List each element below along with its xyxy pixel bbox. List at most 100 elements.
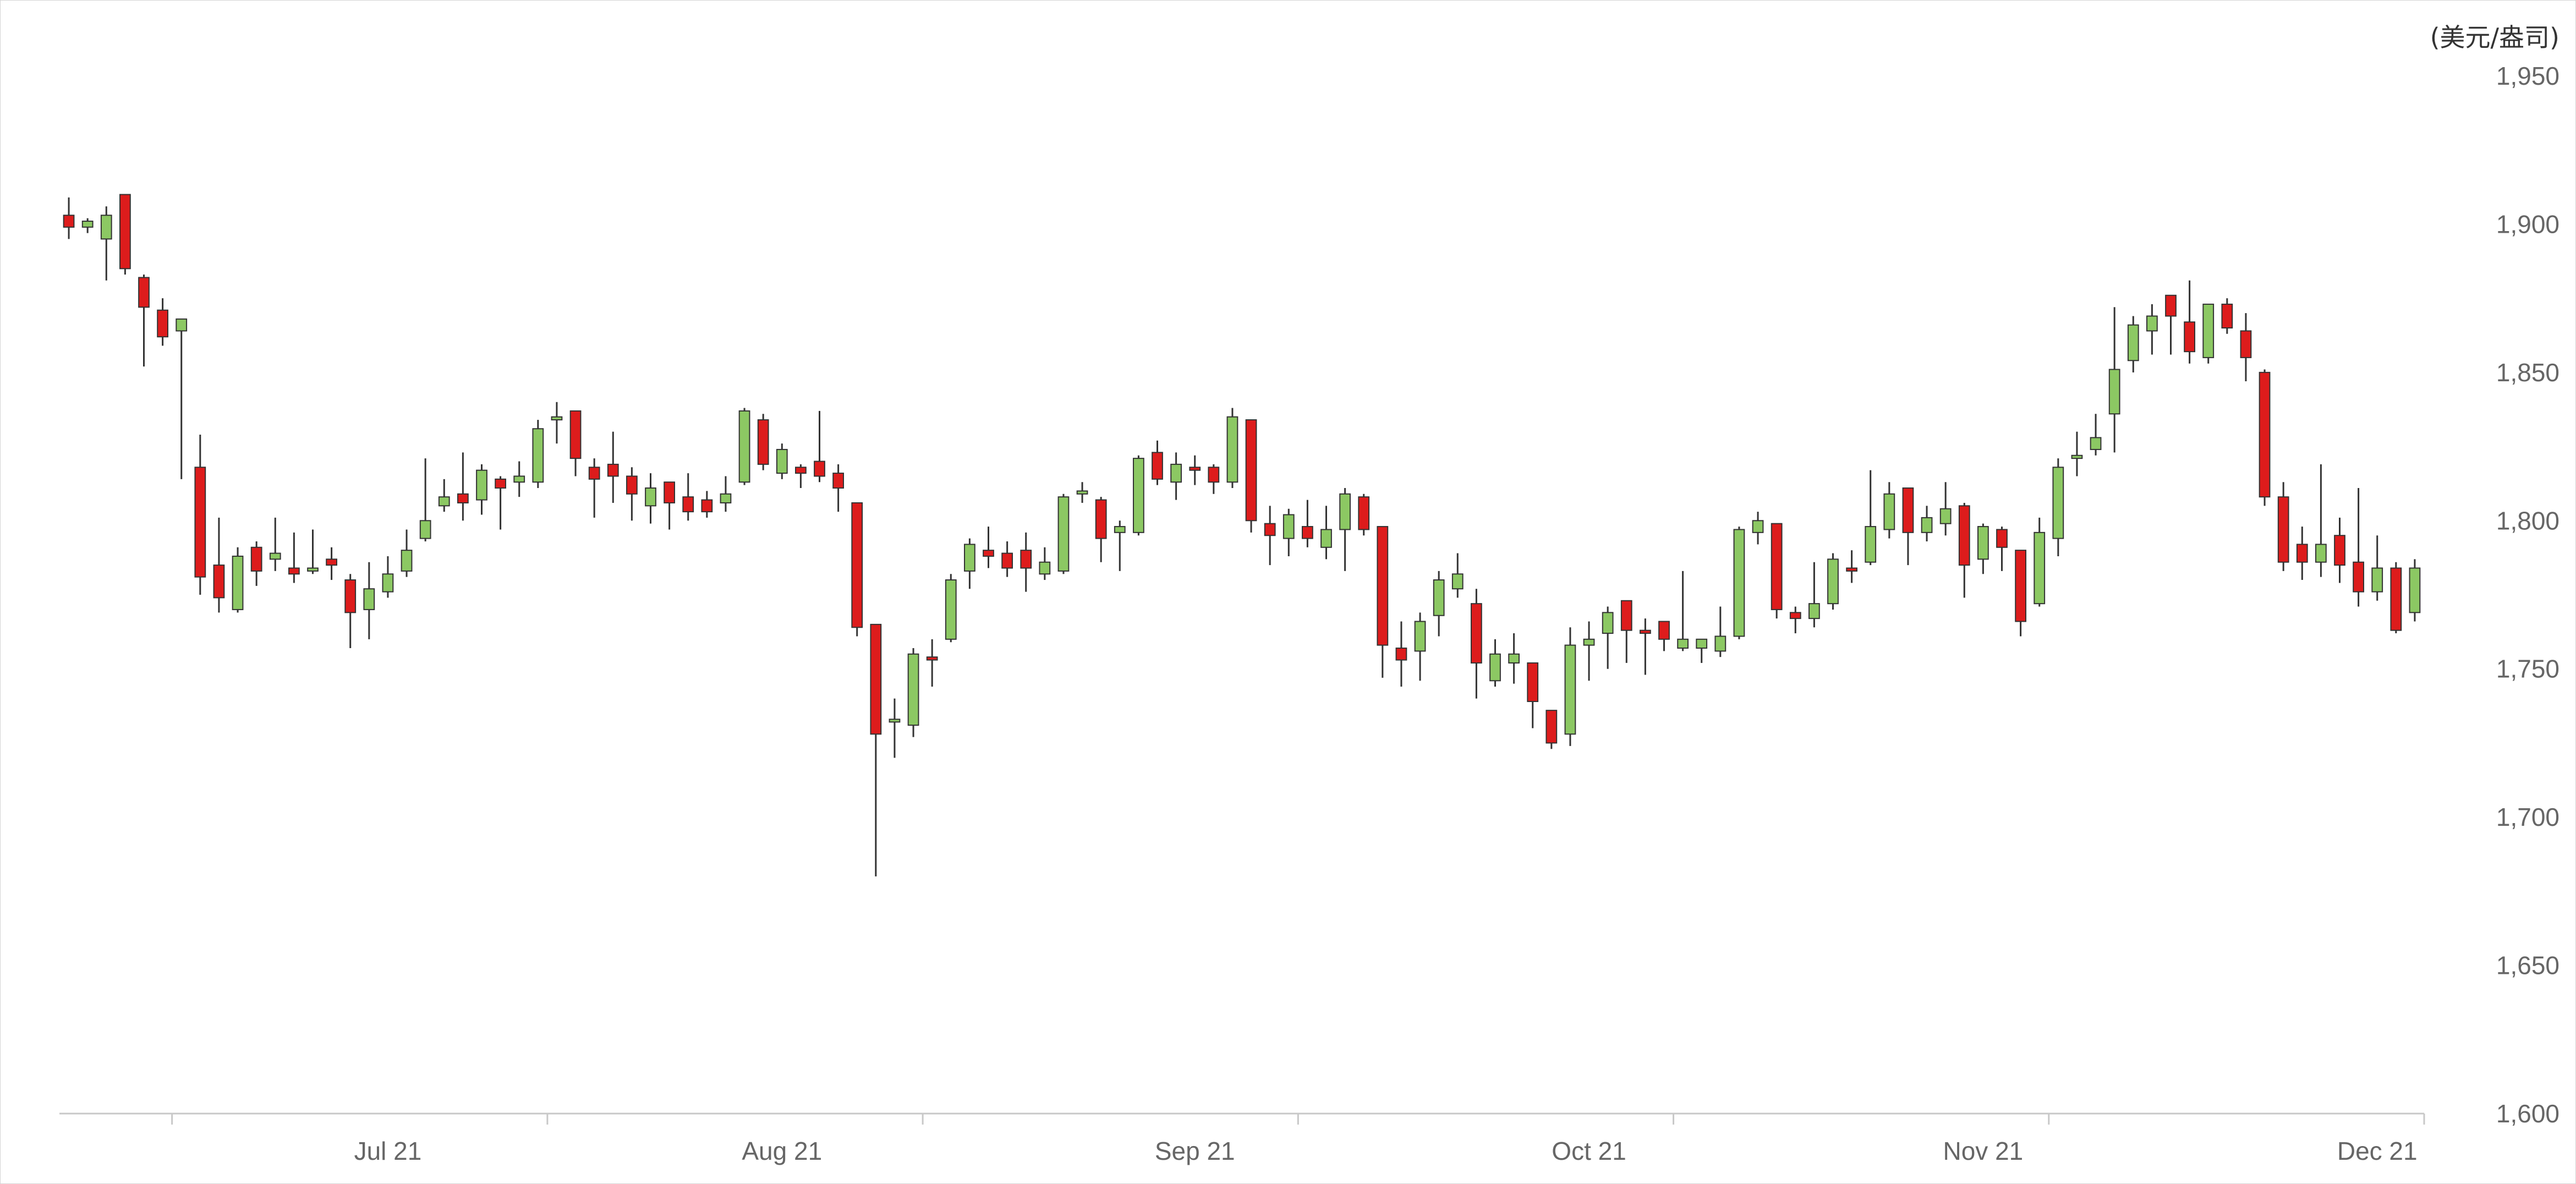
candle-up [1451,553,1464,598]
candle-body [194,467,206,578]
candle-body [1902,487,1914,533]
candle-body [1883,493,1895,530]
x-axis: Jul 21 Aug 21 Sep 21 Oct 21 Nov 21 Dec 21 [59,1112,2425,1165]
candle-body [232,555,244,610]
candle-series [63,194,2421,876]
candle-up [2090,414,2102,456]
candle-body [1640,629,1651,634]
candle-up [2052,458,2064,556]
candle-body [1114,526,1126,533]
candle-up [382,556,394,598]
candle-down [926,639,938,687]
candle-body [2015,550,2026,622]
candle-up [1414,612,1426,681]
candle-body [1921,517,1933,533]
candle-body [964,544,975,572]
candle-body [907,653,919,726]
candle-body [1020,550,1032,569]
candle-up [363,562,375,639]
candle-up [1076,482,1088,503]
candle-up [1282,508,1295,556]
candle-body [1564,644,1576,735]
candle-up [1808,562,1820,628]
candle-up [419,458,431,542]
candle-down [682,473,694,521]
candle-body [569,410,582,459]
candle-body [476,469,487,501]
candle-body [1170,463,1182,483]
candle-body [2165,294,2177,317]
candle-body [851,502,863,628]
candle-down [495,476,506,530]
candle-up [907,648,919,737]
candle-body [1039,561,1051,575]
candle-body [1302,526,1313,539]
x-tick-label: Nov 21 [1943,1137,2024,1165]
candle-down [1245,419,1257,533]
candle-up [1170,452,1182,500]
candle-up [269,517,281,571]
candle-down [626,467,638,521]
candle-body [1752,520,1764,533]
x-tick-label: Jul 21 [354,1137,422,1165]
candle-body [832,473,844,489]
candle-body [1545,710,1558,744]
candle-up [2127,316,2139,372]
candle-body [1714,635,1727,652]
y-axis-tick-labels: 1,950 1,900 1,850 1,800 1,750 1,700 1,650 1,600 [2496,62,2559,1128]
candle-down [1264,506,1276,566]
candle-down [1527,662,1539,728]
candle-up [2034,517,2046,607]
candle-body [1789,612,1801,620]
candle-down [1545,710,1558,749]
candle-down [2334,517,2345,583]
candle-down [1471,589,1482,699]
candle-up [2202,303,2215,364]
candle-up [2315,464,2327,577]
candle-up [1977,523,1989,574]
candle-body [1827,558,1839,605]
candle-down [344,574,357,648]
candle-body [1133,458,1144,533]
candle-down [1189,455,1201,485]
candle-down [814,410,825,483]
candle-up [1883,482,1895,539]
candle-up [1696,638,1708,663]
candle-body [1245,419,1257,522]
candle-down [1395,621,1407,687]
candle-down [119,194,131,275]
candle-down [1771,523,1783,619]
candle-body [1208,467,1220,483]
candle-up [720,476,732,512]
y-tick-label: 1,700 [2496,803,2559,831]
candle-body [250,546,262,572]
candle-body [720,493,732,503]
candle-up [1508,633,1520,684]
candle-up [176,318,188,479]
candle-body [63,215,75,228]
candle-up [776,443,788,479]
candle-down [1789,606,1801,634]
candle-body [814,461,825,477]
candle-body [1583,638,1595,646]
candle-body [588,467,600,480]
candle-body [682,496,694,513]
candle-up [307,529,319,574]
candle-body [382,573,394,593]
candle-down [457,452,469,521]
candle-up [1714,606,1727,657]
candle-down [1302,500,1313,547]
candle-down [2296,527,2308,580]
candle-up [1057,494,1070,574]
candle-body [2390,567,2402,631]
candle-down [983,527,994,568]
candle-body [1733,529,1745,637]
candle-up [2409,559,2421,622]
candle-body [1677,638,1689,649]
candle-body [1264,523,1276,536]
candle-body [1057,496,1070,572]
candle-body [1939,508,1952,524]
y-axis-unit-label: (美元/盎司) [2430,23,2559,52]
candle-body [795,467,807,474]
candle-down [2259,369,2271,506]
